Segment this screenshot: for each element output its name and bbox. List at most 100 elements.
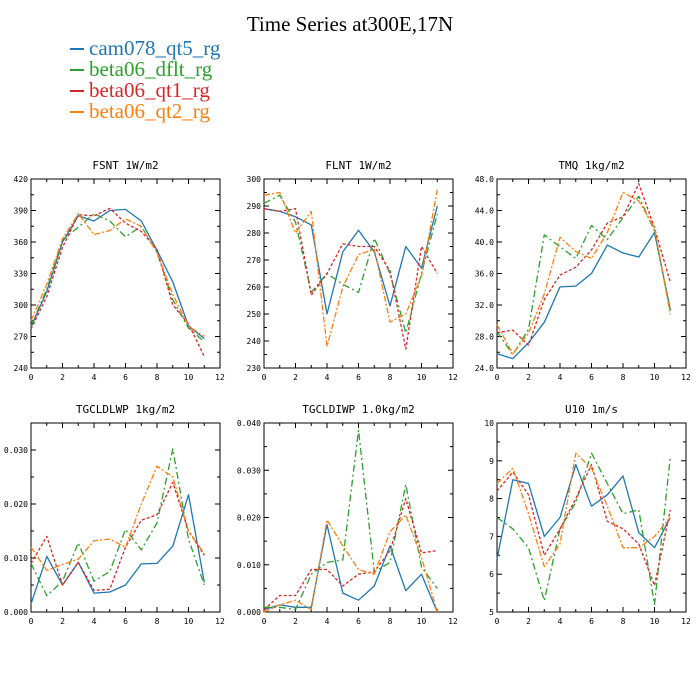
plot-frame [30, 178, 221, 369]
x-tick-label: 0 [29, 617, 34, 626]
x-tick-label: 10 [650, 373, 660, 382]
x-tick-label: 2 [293, 617, 298, 626]
y-tick-label: 44.0 [475, 207, 494, 216]
series-line [263, 208, 438, 350]
y-tick-label: 0.000 [4, 608, 28, 617]
chart-title: TGCLDIWP 1.0kg/m2 [302, 403, 415, 416]
series-line [496, 191, 671, 355]
series-line [263, 514, 438, 613]
x-tick-label: 8 [621, 373, 626, 382]
x-tick-label: 2 [60, 617, 65, 626]
y-tick-label: 32.0 [475, 301, 494, 310]
x-tick-label: 12 [215, 373, 225, 382]
chart-title: FLNT 1W/m2 [325, 159, 391, 172]
x-tick-label: 6 [123, 617, 128, 626]
y-tick-label: 240 [247, 337, 262, 346]
y-tick-label: 7 [489, 532, 494, 541]
legend-swatch [70, 68, 84, 71]
series-line [496, 195, 671, 356]
x-tick-label: 4 [558, 373, 563, 382]
x-tick-label: 10 [650, 617, 660, 626]
x-tick-label: 2 [60, 373, 65, 382]
y-tick-label: 0.010 [237, 561, 261, 570]
series-line [496, 452, 671, 606]
y-tick-label: 28.0 [475, 333, 494, 342]
x-tick-label: 6 [589, 373, 594, 382]
x-tick-label: 0 [495, 617, 500, 626]
y-tick-label: 0.000 [237, 608, 261, 617]
y-tick-label: 360 [14, 238, 29, 247]
chart-title: FSNT 1W/m2 [92, 159, 158, 172]
y-tick-label: 40.0 [475, 238, 494, 247]
x-tick-label: 10 [417, 617, 427, 626]
x-tick-label: 8 [388, 373, 393, 382]
series-line [30, 465, 205, 572]
plot-frame [263, 422, 454, 613]
y-tick-label: 390 [14, 207, 29, 216]
y-tick-label: 280 [247, 229, 262, 238]
y-tick-label: 270 [247, 256, 262, 265]
y-tick-label: 0.020 [237, 514, 261, 523]
x-tick-label: 4 [92, 617, 97, 626]
x-tick-label: 4 [92, 373, 97, 382]
x-tick-label: 4 [325, 373, 330, 382]
series-line [496, 231, 671, 360]
y-tick-label: 230 [247, 364, 262, 373]
plot-frame [30, 422, 221, 613]
x-tick-label: 6 [123, 373, 128, 382]
legend-item: beta06_qt1_rg [70, 80, 220, 101]
y-tick-label: 270 [14, 333, 29, 342]
x-tick-label: 4 [558, 617, 563, 626]
x-tick-label: 12 [681, 373, 691, 382]
y-tick-label: 10 [484, 419, 494, 428]
legend-swatch [70, 89, 84, 92]
y-tick-label: 36.0 [475, 270, 494, 279]
series-line [496, 463, 671, 587]
y-tick-label: 0.020 [4, 500, 28, 509]
plot-frame [496, 422, 687, 613]
x-tick-label: 6 [589, 617, 594, 626]
y-tick-label: 6 [489, 570, 494, 579]
x-tick-label: 10 [417, 373, 427, 382]
x-tick-label: 8 [155, 373, 160, 382]
series-line [263, 523, 438, 613]
legend-label: beta06_qt1_rg [89, 78, 210, 102]
legend-label: cam078_qt5_rg [89, 36, 221, 60]
x-tick-label: 6 [356, 373, 361, 382]
series-line [263, 497, 438, 611]
y-tick-label: 5 [489, 608, 494, 617]
y-tick-label: 0.040 [237, 419, 261, 428]
x-tick-label: 0 [29, 373, 34, 382]
y-tick-label: 0.010 [4, 554, 28, 563]
y-tick-label: 8 [489, 495, 494, 504]
legend-label: beta06_qt2_rg [89, 99, 210, 123]
series-line [30, 207, 205, 357]
x-tick-label: 12 [448, 373, 458, 382]
series-line [264, 429, 438, 611]
series-line [30, 213, 205, 343]
legend-item: beta06_dflt_rg [70, 59, 220, 80]
y-tick-label: 330 [14, 270, 29, 279]
x-tick-label: 2 [526, 617, 531, 626]
legend-swatch [70, 110, 84, 113]
y-tick-label: 240 [14, 364, 29, 373]
x-tick-label: 8 [155, 617, 160, 626]
page-title: Time Series at300E,17N [246, 12, 454, 36]
y-tick-label: 420 [14, 175, 29, 184]
x-tick-label: 2 [526, 373, 531, 382]
series-line [496, 452, 671, 568]
chart-title: U10 1m/s [565, 403, 618, 416]
series-line [30, 213, 205, 338]
plot-frame [263, 178, 454, 369]
series-line [30, 481, 205, 592]
chart-title: TMQ 1kg/m2 [558, 159, 624, 172]
y-tick-label: 0.030 [4, 446, 28, 455]
y-tick-label: 48.0 [475, 175, 494, 184]
x-tick-label: 12 [448, 617, 458, 626]
series-line [30, 494, 205, 605]
x-tick-label: 10 [184, 617, 194, 626]
legend-item: cam078_qt5_rg [70, 38, 220, 59]
y-tick-label: 250 [247, 310, 262, 319]
chart-title: TGCLDLWP 1kg/m2 [76, 403, 175, 416]
